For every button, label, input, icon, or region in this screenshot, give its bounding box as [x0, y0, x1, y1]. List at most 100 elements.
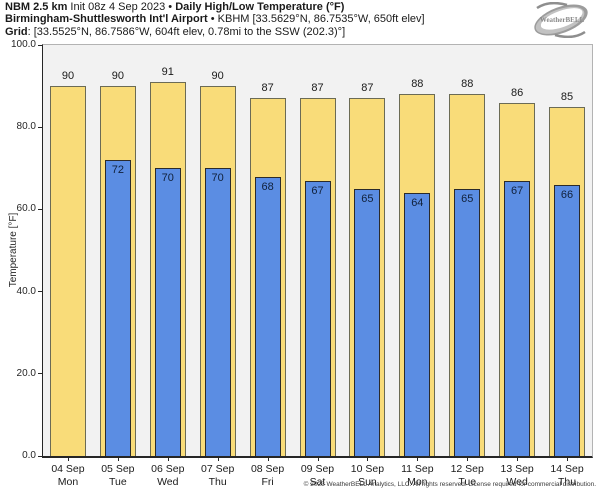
low-value-label: 70 [211, 172, 224, 185]
x-tick-date: 08 Sep [250, 463, 285, 475]
x-tick-day: Thu [557, 476, 577, 488]
x-tick-label: 04 Sep Mon [43, 463, 93, 489]
high-value-label: 87 [261, 82, 274, 95]
low-value-label: 64 [411, 196, 424, 209]
x-axis-tick [217, 456, 219, 461]
high-value-label: 87 [361, 82, 374, 95]
x-axis-tick [367, 456, 369, 461]
x-axis-tick [267, 456, 269, 461]
y-axis-tick [38, 126, 42, 128]
x-axis-tick [417, 456, 419, 461]
high-value-label: 91 [161, 66, 174, 78]
y-axis-tick [38, 208, 42, 210]
low-value-label: 67 [511, 184, 524, 197]
x-axis-tick [167, 456, 169, 461]
high-value-label: 88 [411, 78, 424, 91]
x-axis-tick [117, 456, 119, 461]
y-tick-label: 80.0 [16, 121, 36, 133]
x-tick-label: 12 Sep Tue [442, 463, 492, 489]
daily-low-bar: 70 [154, 168, 181, 456]
x-tick-label: 05 Sep Tue [93, 463, 143, 489]
x-axis-tick [467, 456, 469, 461]
grid-label: Grid [5, 25, 28, 38]
y-tick-label: 0.0 [22, 450, 36, 461]
x-tick-date: 09 Sep [300, 463, 335, 475]
x-tick-label: 10 Sep Sun [342, 463, 392, 489]
x-tick-day: Sun [358, 476, 377, 488]
high-value-label: 90 [211, 70, 224, 83]
x-axis-tick [567, 456, 569, 461]
daily-low-bar: 70 [204, 168, 231, 456]
x-tick-day: Fri [261, 476, 274, 488]
daily-low-bar: 67 [504, 180, 531, 456]
high-value-label: 86 [511, 86, 524, 99]
separator-bullet: • [168, 1, 173, 13]
x-tick-day: Tue [458, 476, 477, 488]
low-value-label: 70 [161, 172, 174, 185]
x-tick-day: Wed [506, 476, 528, 488]
daily-low-bar: 66 [554, 184, 581, 456]
chart-header: NBM 2.5 km Init 08z 4 Sep 2023 • Daily H… [5, 1, 425, 38]
daily-low-bar: 65 [454, 188, 481, 456]
y-axis-tick [38, 44, 42, 46]
init-time: Init 08z 4 Sep 2023 [70, 1, 166, 13]
x-tick-label: 14 Sep Thu [542, 463, 592, 489]
high-value-label: 90 [111, 70, 124, 83]
x-tick-label: 11 Sep Mon [392, 463, 442, 489]
y-tick-label: 100.0 [10, 39, 36, 50]
y-axis-tick [38, 455, 42, 457]
y-axis-tick [38, 291, 42, 293]
x-tick-date: 14 Sep [550, 463, 584, 475]
header-line-2: Birmingham-Shuttlesworth Int'l Airport •… [5, 13, 425, 25]
daily-low-bar: 68 [254, 176, 281, 456]
daily-low-bar: 67 [304, 180, 331, 456]
x-axis-tick [67, 456, 69, 461]
x-tick-date: 12 Sep [450, 463, 484, 475]
x-tick-day: Sat [309, 476, 326, 488]
x-tick-date: 05 Sep [101, 463, 135, 475]
chart-title-text: Daily High/Low Temperature (°F) [175, 1, 345, 13]
model-name: NBM 2.5 km [5, 1, 68, 13]
y-tick-label: 60.0 [16, 203, 36, 215]
daily-low-bar: 65 [354, 188, 381, 456]
x-tick-label: 09 Sep Sat [293, 463, 343, 489]
y-tick-label: 20.0 [16, 367, 36, 379]
x-tick-date: 10 Sep [350, 463, 385, 475]
x-axis-tick [517, 456, 519, 461]
station-name: Birmingham-Shuttlesworth Int'l Airport [5, 13, 208, 26]
y-axis-tick [38, 373, 42, 375]
daily-low-bar: 64 [404, 192, 431, 456]
grid-coordinates: : [33.5525°N, 86.7586°W, 604ft elev, 0.7… [27, 25, 346, 38]
daily-low-bar: 72 [104, 160, 131, 456]
x-tick-day: Thu [208, 476, 227, 488]
y-axis-label: Temperature [°F] [8, 212, 19, 288]
logo-text: WeatherBELL [540, 16, 585, 24]
x-tick-day: Mon [407, 476, 428, 488]
x-tick-day: Mon [57, 476, 79, 488]
station-coordinates: KBHM [33.5629°N, 86.7535°W, 650ft elev] [217, 13, 425, 26]
x-tick-date: 04 Sep [51, 463, 85, 475]
daily-high-bar [49, 86, 86, 456]
low-value-label: 65 [461, 192, 474, 205]
x-tick-day: Tue [109, 476, 127, 488]
x-tick-day: Wed [157, 476, 179, 488]
copyright-text: © 2023 WeatherBELL Analytics, LLC. All r… [303, 481, 596, 488]
plot-area: 0.0 20.0 40.0 60.0 80.0 100.0 90 04 Sep Mon 90 72 0… [11, 39, 593, 488]
high-value-label: 85 [560, 90, 574, 103]
x-tick-label: 13 Sep Wed [492, 463, 542, 489]
high-value-label: 87 [311, 82, 324, 95]
separator-bullet: • [210, 13, 215, 26]
x-tick-date: 06 Sep [151, 463, 185, 475]
low-value-label: 72 [111, 164, 124, 177]
high-value-label: 88 [461, 78, 474, 91]
header-line-3: Grid: [33.5525°N, 86.7586°W, 604ft elev,… [5, 26, 425, 38]
x-tick-label: 08 Sep Fri [243, 463, 293, 489]
y-tick-label: 40.0 [16, 285, 36, 297]
x-tick-date: 13 Sep [500, 463, 534, 475]
low-value-label: 68 [261, 180, 274, 193]
x-axis-tick [317, 456, 319, 461]
x-tick-date: 07 Sep [201, 463, 235, 475]
x-tick-label: 07 Sep Thu [193, 463, 243, 489]
x-tick-label: 06 Sep Wed [143, 463, 193, 489]
weatherbell-logo-icon: WeatherBELL [534, 2, 588, 38]
